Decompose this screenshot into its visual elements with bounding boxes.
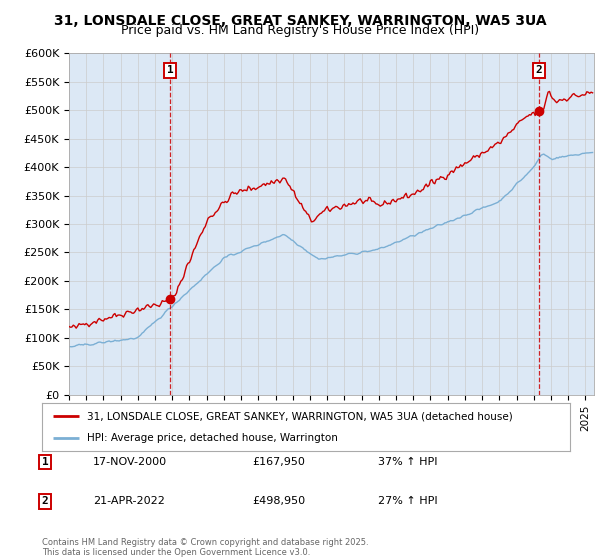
Text: 27% ↑ HPI: 27% ↑ HPI <box>378 496 437 506</box>
Text: Contains HM Land Registry data © Crown copyright and database right 2025.
This d: Contains HM Land Registry data © Crown c… <box>42 538 368 557</box>
Text: Price paid vs. HM Land Registry's House Price Index (HPI): Price paid vs. HM Land Registry's House … <box>121 24 479 37</box>
Text: 2: 2 <box>536 66 542 75</box>
Text: £167,950: £167,950 <box>252 457 305 467</box>
Text: £498,950: £498,950 <box>252 496 305 506</box>
Text: 17-NOV-2000: 17-NOV-2000 <box>93 457 167 467</box>
Text: 31, LONSDALE CLOSE, GREAT SANKEY, WARRINGTON, WA5 3UA (detached house): 31, LONSDALE CLOSE, GREAT SANKEY, WARRIN… <box>87 411 512 421</box>
Text: 2: 2 <box>41 496 49 506</box>
Text: 1: 1 <box>167 66 173 75</box>
Text: 21-APR-2022: 21-APR-2022 <box>93 496 165 506</box>
Text: 31, LONSDALE CLOSE, GREAT SANKEY, WARRINGTON, WA5 3UA: 31, LONSDALE CLOSE, GREAT SANKEY, WARRIN… <box>53 14 547 28</box>
Text: HPI: Average price, detached house, Warrington: HPI: Average price, detached house, Warr… <box>87 433 338 443</box>
Text: 1: 1 <box>41 457 49 467</box>
Text: 37% ↑ HPI: 37% ↑ HPI <box>378 457 437 467</box>
